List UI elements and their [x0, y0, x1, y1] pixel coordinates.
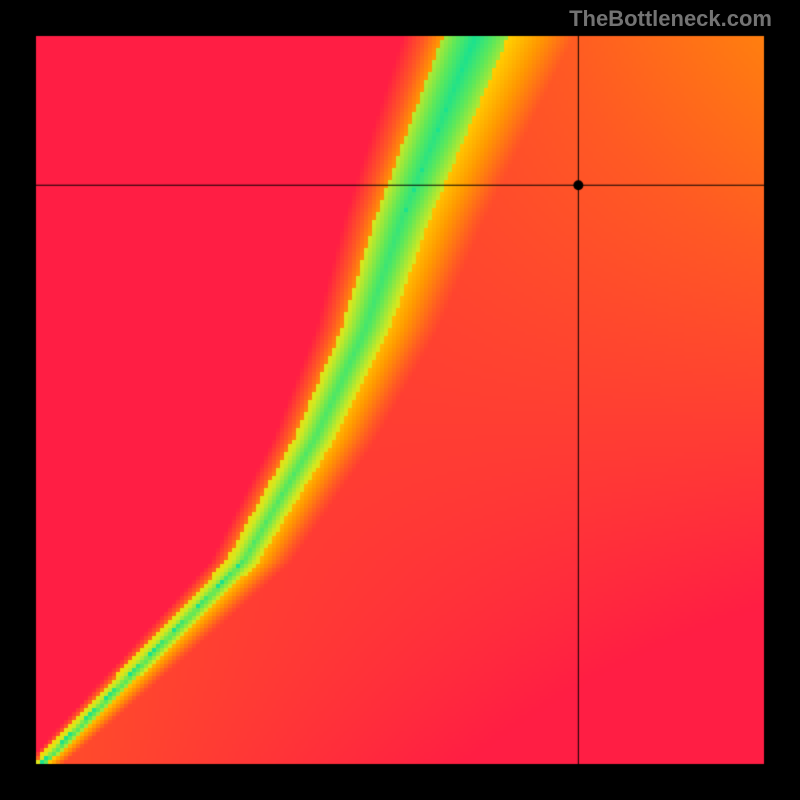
- bottleneck-heatmap: [0, 0, 800, 800]
- watermark: TheBottleneck.com: [569, 6, 772, 32]
